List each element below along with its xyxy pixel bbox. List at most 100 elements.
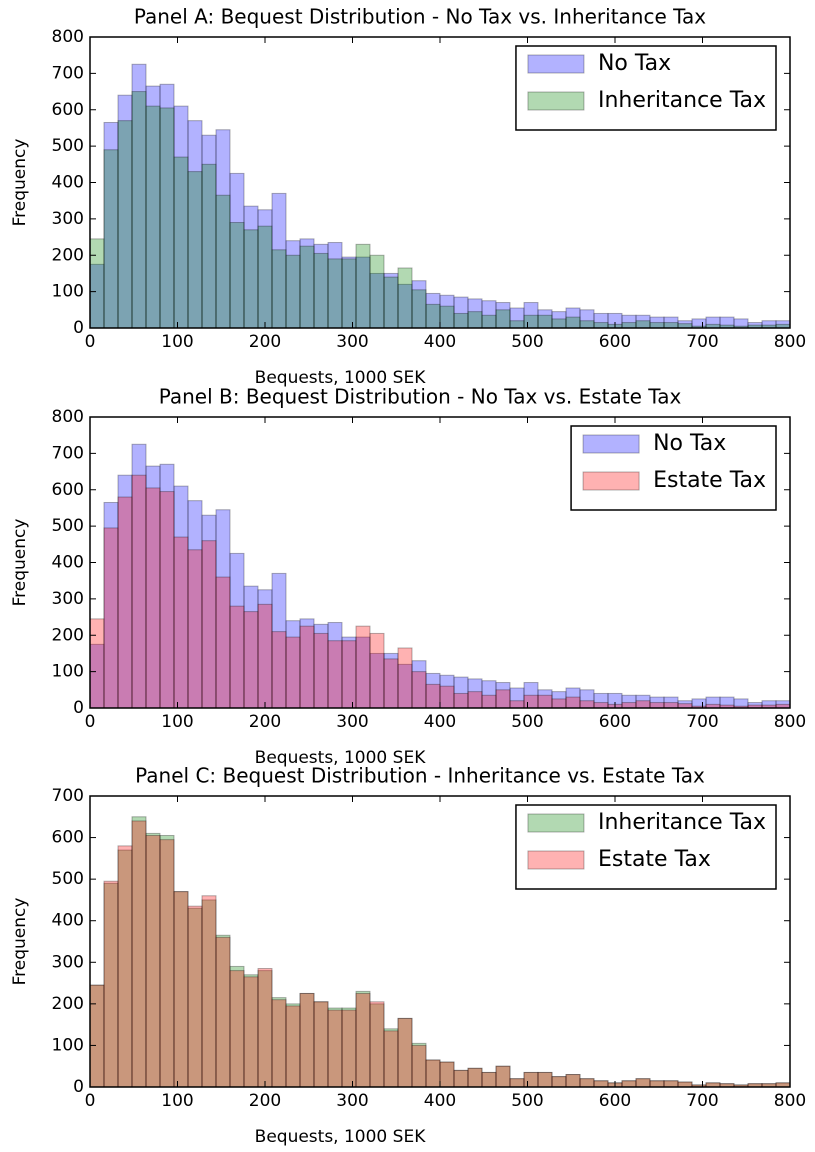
histogram-bar: [243, 611, 259, 709]
legend: Inheritance Tax Estate Tax: [515, 804, 777, 890]
x-tick-label: 600: [599, 1091, 631, 1111]
legend-box: [515, 804, 777, 890]
histogram-bar: [369, 1001, 385, 1088]
histogram-bar: [383, 658, 399, 709]
legend-label: No Tax: [598, 51, 671, 76]
x-tick-label: 200: [249, 712, 281, 732]
x-tick-label: 100: [161, 1091, 193, 1111]
y-tick-label: 0: [73, 318, 84, 338]
x-tick-label: 100: [161, 712, 193, 732]
histogram-bar: [131, 820, 147, 1088]
y-tick-label: 700: [52, 786, 84, 806]
histogram-bar: [495, 1065, 511, 1088]
histogram-bar: [411, 289, 427, 329]
x-tick-label: 400: [424, 712, 456, 732]
x-tick-label: 700: [686, 1091, 718, 1111]
x-tick-label: 0: [85, 712, 96, 732]
histogram-bar: [481, 314, 497, 329]
legend-label: No Tax: [653, 431, 726, 456]
histogram-bar: [271, 249, 287, 329]
histogram-bar: [117, 496, 133, 709]
histogram-bar: [523, 1071, 539, 1088]
histogram-bar: [635, 1078, 651, 1088]
histogram-bar: [439, 305, 455, 329]
histogram-bar: [159, 491, 175, 709]
histogram-bar: [187, 549, 203, 709]
histogram-bar: [593, 1080, 609, 1088]
histogram-bar: [257, 225, 273, 329]
y-tick-label: 700: [52, 63, 84, 83]
histogram-bar: [537, 1071, 553, 1088]
histogram-bar: [103, 527, 119, 709]
x-tick-label: 500: [511, 1091, 543, 1111]
histogram-bar: [341, 258, 357, 329]
histogram-bar: [565, 1074, 581, 1088]
histogram-bar: [341, 1009, 357, 1088]
histogram-bar: [229, 222, 245, 329]
histogram-bar: [285, 254, 301, 329]
histogram-bar: [509, 320, 525, 329]
histogram-bar: [299, 245, 315, 329]
histogram-bar: [117, 120, 133, 329]
histogram-bar: [159, 107, 175, 329]
histogram-bar: [383, 1030, 399, 1088]
x-tick-label: 200: [249, 332, 281, 352]
histogram-bar: [103, 880, 119, 1088]
histogram-bar: [565, 316, 581, 329]
legend-swatch: [527, 850, 585, 870]
histogram-bar: [635, 320, 651, 329]
histogram-bar: [453, 1069, 469, 1088]
histogram-bar: [369, 254, 385, 329]
histogram-bar: [467, 1067, 483, 1088]
histogram-bar: [145, 834, 161, 1088]
x-axis-label: Bequests, 1000 SEK: [255, 748, 427, 768]
x-tick-label: 700: [686, 712, 718, 732]
legend-swatch: [582, 434, 640, 454]
histogram-bar: [411, 1044, 427, 1088]
x-axis-label: Bequests, 1000 SEK: [255, 368, 427, 388]
histogram-bar: [145, 105, 161, 329]
x-tick-label: 500: [511, 332, 543, 352]
histogram-bar: [327, 1009, 343, 1088]
histogram-bar: [397, 1017, 413, 1088]
histogram-bar: [117, 845, 133, 1088]
histogram-bar: [495, 689, 511, 709]
legend-swatch: [527, 91, 585, 111]
histogram-bar: [579, 700, 595, 709]
x-tick-label: 600: [599, 712, 631, 732]
histogram-bar: [257, 968, 273, 1088]
x-tick-label: 800: [774, 332, 806, 352]
histogram-bar: [103, 149, 119, 329]
histogram-bar: [411, 671, 427, 709]
histogram-bar: [439, 1061, 455, 1088]
x-tick-label: 600: [599, 332, 631, 352]
x-tick-label: 800: [774, 712, 806, 732]
histogram-bar: [551, 698, 567, 709]
y-tick-label: 0: [73, 698, 84, 718]
histogram-bar: [299, 992, 315, 1088]
x-tick-label: 700: [686, 332, 718, 352]
y-tick-label: 100: [52, 1035, 84, 1055]
histogram-bar: [201, 163, 217, 329]
histogram-bar: [425, 303, 441, 329]
histogram-bar: [663, 702, 679, 709]
histogram-bar: [229, 605, 245, 709]
histogram-bar: [327, 258, 343, 329]
y-tick-label: 800: [52, 27, 84, 47]
x-tick-label: 300: [336, 1091, 368, 1111]
histogram-bar: [215, 194, 231, 329]
x-tick-label: 800: [774, 1091, 806, 1111]
histogram-bar: [593, 322, 609, 329]
y-axis-label: Frequency: [10, 898, 30, 986]
y-tick-label: 600: [52, 100, 84, 120]
y-tick-label: 100: [52, 282, 84, 302]
histogram-bar: [593, 702, 609, 709]
histogram-bar: [523, 694, 539, 709]
x-tick-label: 400: [424, 1091, 456, 1111]
histogram-bar: [537, 314, 553, 329]
histogram-bar: [201, 895, 217, 1088]
y-tick-label: 400: [52, 911, 84, 931]
histogram-bar: [159, 839, 175, 1088]
histogram-bar: [187, 905, 203, 1088]
